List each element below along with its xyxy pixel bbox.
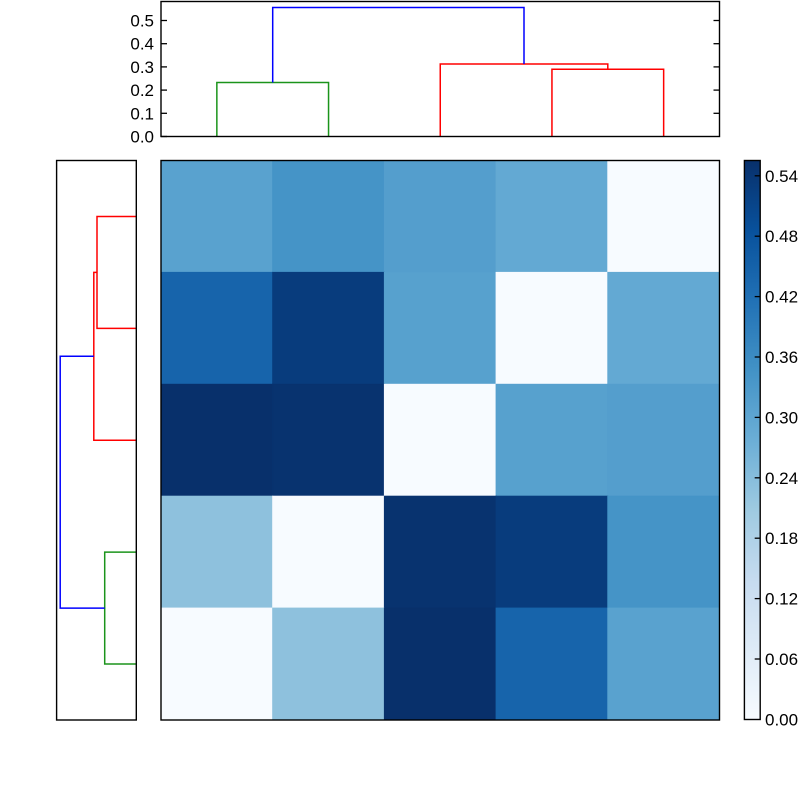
svg-text:0.4: 0.4 <box>130 35 154 54</box>
svg-text:0.1: 0.1 <box>130 104 154 123</box>
svg-text:0.2: 0.2 <box>130 81 154 100</box>
svg-text:0.0: 0.0 <box>130 128 154 147</box>
svg-text:0.24: 0.24 <box>765 469 798 488</box>
svg-text:0.42: 0.42 <box>765 288 798 307</box>
svg-text:0.48: 0.48 <box>765 227 798 246</box>
svg-text:0.5: 0.5 <box>130 12 154 31</box>
svg-text:0.00: 0.00 <box>765 710 798 729</box>
svg-text:0.18: 0.18 <box>765 529 798 548</box>
svg-text:0.12: 0.12 <box>765 590 798 609</box>
svg-text:0.3: 0.3 <box>130 58 154 77</box>
svg-text:0.36: 0.36 <box>765 348 798 367</box>
svg-text:0.30: 0.30 <box>765 408 798 427</box>
svg-text:0.54: 0.54 <box>765 167 798 186</box>
svg-text:0.06: 0.06 <box>765 650 798 669</box>
